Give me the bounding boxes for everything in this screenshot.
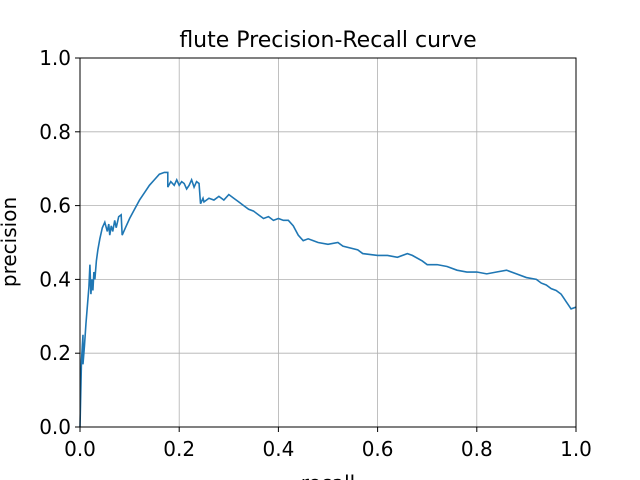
y-tick-label: 0.8 — [39, 120, 71, 144]
x-tick-label: 0.6 — [362, 437, 394, 461]
precision-recall-line — [79, 171, 577, 428]
x-axis-label: recall — [301, 471, 355, 480]
grid — [79, 57, 577, 428]
chart-title: flute Precision-Recall curve — [179, 28, 476, 53]
y-tick-label: 0.4 — [39, 267, 71, 291]
y-tick-label: 0.6 — [39, 194, 71, 218]
x-tick-label: 1.0 — [560, 437, 592, 461]
x-tick-label: 0.8 — [461, 437, 493, 461]
plot-frame — [79, 57, 577, 428]
y-tick-label: 1.0 — [39, 46, 71, 70]
y-axis-label: precision — [0, 197, 21, 287]
x-tick-label: 0.4 — [262, 437, 294, 461]
axis-ticks: 0.0 0.2 0.4 0.6 0.8 1.0 0.0 0.2 0.4 0.6 0.8 1.0 — [39, 46, 592, 461]
x-tick-label: 0.2 — [163, 437, 195, 461]
x-tick-label: 0.0 — [64, 437, 96, 461]
y-tick-label: 0.2 — [39, 341, 71, 365]
y-tick-label: 0.0 — [39, 415, 71, 439]
